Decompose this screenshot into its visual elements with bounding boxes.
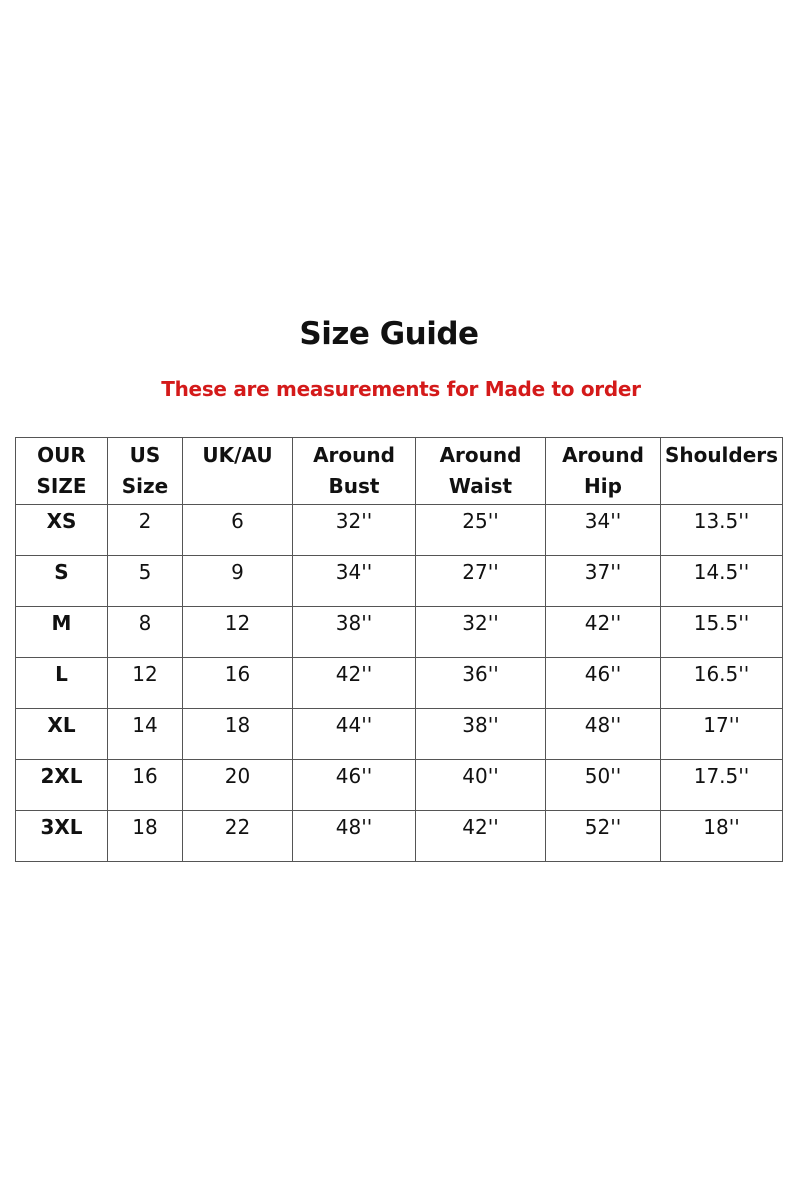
cell-around-bust: 42'' [292,657,416,709]
page-subtitle: These are measurements for Made to order [161,377,641,401]
size-guide-table: OUR SIZE US Size UK/AU Around Bust Around Waist A… [15,437,783,862]
table-row: S 5 9 34'' 27'' 37'' 14.5'' [15,555,783,607]
header-shoulders: Shoulders [660,437,783,505]
cell-around-hip: 46'' [545,657,661,709]
cell-uk-au: 20 [182,759,293,811]
header-line: Size [121,474,169,498]
cell-around-waist: 40'' [415,759,546,811]
cell-around-hip: 48'' [545,708,661,760]
table-row: L 12 16 42'' 36'' 46'' 16.5'' [15,657,783,709]
header-around-hip: Around Hip [545,437,661,505]
cell-us-size: 2 [107,504,183,556]
cell-around-waist: 27'' [415,555,546,607]
cell-shoulders: 13.5'' [660,504,783,556]
table-row: XS 2 6 32'' 25'' 34'' 13.5'' [15,504,783,556]
cell-around-waist: 32'' [415,606,546,658]
table-header-row: OUR SIZE US Size UK/AU Around Bust Around Waist A… [15,437,783,505]
cell-shoulders: 15.5'' [660,606,783,658]
header-line: Bust [328,474,380,498]
header-line: Shoulders [664,443,779,467]
cell-around-bust: 34'' [292,555,416,607]
cell-around-hip: 42'' [545,606,661,658]
cell-uk-au: 16 [182,657,293,709]
cell-around-waist: 36'' [415,657,546,709]
header-uk-au: UK/AU [182,437,293,505]
header-our-size: OUR SIZE [15,437,108,505]
table-row: 2XL 16 20 46'' 40'' 50'' 17.5'' [15,759,783,811]
cell-shoulders: 14.5'' [660,555,783,607]
table-row: M 8 12 38'' 32'' 42'' 15.5'' [15,606,783,658]
cell-around-bust: 32'' [292,504,416,556]
header-line: SIZE [36,474,87,498]
cell-around-hip: 52'' [545,810,661,862]
cell-around-hip: 37'' [545,555,661,607]
cell-us-size: 8 [107,606,183,658]
cell-our-size: 3XL [15,810,108,862]
cell-uk-au: 12 [182,606,293,658]
cell-us-size: 18 [107,810,183,862]
cell-around-waist: 38'' [415,708,546,760]
cell-shoulders: 18'' [660,810,783,862]
header-line: Hip [584,474,622,498]
cell-shoulders: 16.5'' [660,657,783,709]
cell-us-size: 5 [107,555,183,607]
cell-around-bust: 46'' [292,759,416,811]
cell-our-size: XL [15,708,108,760]
header-us-size: US Size [107,437,183,505]
header-around-waist: Around Waist [415,437,546,505]
cell-uk-au: 22 [182,810,293,862]
cell-shoulders: 17'' [660,708,783,760]
cell-around-waist: 42'' [415,810,546,862]
header-line: UK/AU [202,443,273,467]
header-line: US [129,443,161,467]
cell-us-size: 12 [107,657,183,709]
cell-around-hip: 34'' [545,504,661,556]
cell-our-size: 2XL [15,759,108,811]
page-title: Size Guide [299,316,479,352]
cell-around-waist: 25'' [415,504,546,556]
header-line: OUR [37,443,86,467]
cell-our-size: XS [15,504,108,556]
cell-around-bust: 38'' [292,606,416,658]
cell-our-size: M [15,606,108,658]
header-line: Waist [448,474,513,498]
cell-around-bust: 48'' [292,810,416,862]
cell-uk-au: 18 [182,708,293,760]
cell-shoulders: 17.5'' [660,759,783,811]
table-row: 3XL 18 22 48'' 42'' 52'' 18'' [15,810,783,862]
cell-uk-au: 6 [182,504,293,556]
cell-us-size: 16 [107,759,183,811]
table-row: XL 14 18 44'' 38'' 48'' 17'' [15,708,783,760]
cell-uk-au: 9 [182,555,293,607]
header-line: Around [313,443,395,467]
cell-around-hip: 50'' [545,759,661,811]
cell-us-size: 14 [107,708,183,760]
header-line: Around [562,443,644,467]
header-around-bust: Around Bust [292,437,416,505]
cell-around-bust: 44'' [292,708,416,760]
cell-our-size: S [15,555,108,607]
cell-our-size: L [15,657,108,709]
header-line: Around [439,443,522,467]
